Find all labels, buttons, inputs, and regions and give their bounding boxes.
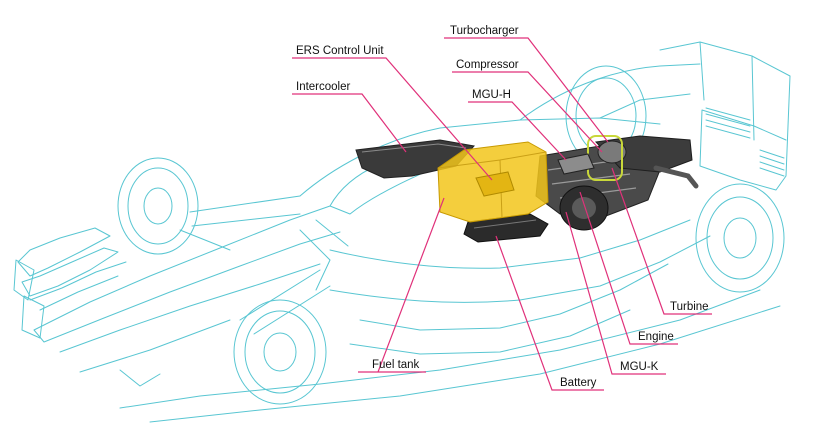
label-ers-control-unit: ERS Control Unit (296, 45, 384, 57)
leader-lines (292, 37, 712, 391)
leader-battery (495, 235, 604, 391)
label-mgu-h: MGU-H (472, 89, 511, 101)
front-right-wheel (233, 299, 327, 405)
bargeboards (119, 219, 349, 387)
leader-fuel-tank (358, 197, 445, 373)
nose-cone (33, 205, 341, 343)
labels: Turbocharger ERS Control Unit Compressor… (296, 25, 709, 389)
engine-cover (519, 63, 701, 121)
leader-intercooler (292, 93, 407, 153)
rear-wing (659, 41, 791, 191)
rear-wing-louvres (705, 107, 785, 177)
ers-control-unit-shape (475, 171, 515, 197)
leader-mgu-k (565, 211, 666, 375)
leader-turbocharger (444, 37, 609, 143)
leader-mgu-h (468, 101, 567, 161)
label-fuel-tank: Fuel tank (372, 359, 420, 371)
front-left-wheel (117, 157, 199, 255)
floor (119, 289, 781, 423)
front-wing-endplate (13, 259, 45, 339)
mgu-h-shape (557, 153, 595, 175)
label-engine: Engine (638, 331, 674, 343)
label-mgu-k: MGU-K (620, 361, 659, 373)
nose-underside (59, 263, 321, 373)
front-wing (17, 227, 127, 311)
power-unit (355, 135, 699, 243)
exhaust-pipe (653, 165, 699, 189)
label-compressor: Compressor (456, 59, 519, 71)
front-suspension (179, 195, 331, 335)
leader-ers-control-unit (292, 57, 493, 181)
label-battery: Battery (560, 377, 597, 389)
rear-right-wheel (695, 183, 785, 293)
label-turbocharger: Turbocharger (450, 25, 519, 37)
label-intercooler: Intercooler (296, 81, 351, 93)
sidepod (349, 263, 669, 355)
leader-engine (579, 191, 678, 345)
label-turbine: Turbine (670, 301, 709, 313)
leader-compressor (452, 71, 603, 153)
car-outline (13, 41, 791, 423)
leader-turbine (611, 167, 712, 315)
